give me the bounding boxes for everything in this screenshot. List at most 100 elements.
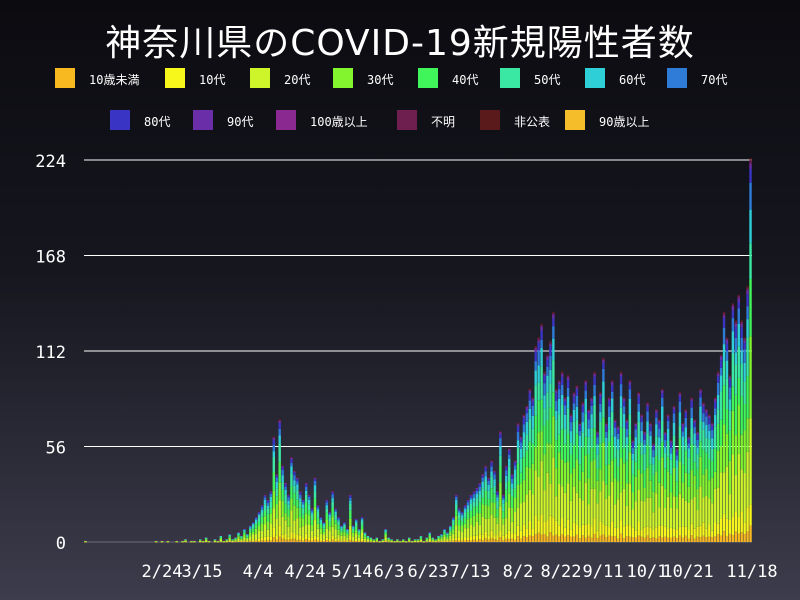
bar-segment (634, 426, 637, 430)
bar-segment (537, 400, 540, 433)
bar-segment (737, 377, 740, 406)
bar-segment (349, 535, 352, 540)
bar-segment (669, 441, 673, 443)
bar-segment (663, 468, 667, 489)
bar-segment (384, 537, 387, 541)
bar-segment (711, 429, 714, 439)
bar-segment (419, 539, 423, 542)
bar-segment (681, 423, 685, 425)
bar-segment (566, 396, 570, 409)
bar-segment (328, 513, 331, 515)
bar-segment (696, 536, 699, 542)
bar-segment (572, 486, 576, 523)
bar-segment (440, 535, 443, 537)
x-tick-label: 4/4 (243, 562, 274, 582)
bar-segment (652, 457, 655, 465)
bar-segment (722, 385, 726, 425)
bar-segment (546, 472, 549, 521)
bar-segment (716, 382, 720, 395)
legend-label: 非公表 (514, 115, 551, 129)
bar-segment (737, 533, 740, 542)
bar-segment (508, 480, 511, 494)
bar-segment (304, 490, 308, 495)
bar-segment (293, 485, 296, 494)
bar-segment (355, 521, 358, 523)
bar-segment (522, 414, 526, 416)
bar-segment (705, 452, 708, 469)
bar-segment (322, 539, 326, 542)
bar-segment (457, 508, 461, 511)
bar-segment (596, 503, 599, 531)
bar-segment (684, 408, 687, 410)
bar-segment (611, 536, 614, 542)
x-tick-label: 9/11 (583, 562, 624, 582)
bar-segment (631, 474, 635, 493)
bar-segment (702, 449, 705, 475)
bar-segment (634, 476, 637, 502)
bar-segment (714, 397, 717, 398)
bar-segment (304, 494, 308, 503)
bar-segment (669, 447, 673, 454)
bar-segment (260, 505, 264, 508)
bar-segment (655, 410, 658, 413)
bar-segment (731, 331, 735, 354)
bar-segment (625, 421, 629, 423)
bar-segment (299, 535, 302, 540)
bar-segment (734, 352, 738, 365)
bar-segment (266, 505, 270, 509)
bar-segment (749, 158, 752, 160)
bar-segment (637, 391, 640, 393)
bar-segment (313, 478, 317, 480)
bar-segment (466, 512, 470, 520)
bar-segment (669, 459, 673, 475)
bar-segment (687, 457, 690, 474)
bar-segment (349, 494, 352, 496)
bar-segment (213, 539, 217, 541)
bar-segment (363, 538, 367, 541)
bar-segment (711, 448, 714, 461)
bar-segment (646, 445, 649, 468)
bar-segment (269, 523, 273, 537)
bar-segment (640, 536, 643, 542)
bar-segment (543, 372, 546, 374)
bar-segment (737, 295, 740, 298)
bar-segment (460, 515, 464, 519)
bar-segment (714, 408, 717, 416)
bar-segment (622, 413, 626, 428)
bar-segment (634, 448, 637, 462)
bar-segment (640, 417, 643, 423)
bar-segment (625, 419, 629, 422)
bar-segment (481, 534, 484, 541)
legend-swatch (480, 110, 500, 130)
bar-segment (260, 512, 264, 517)
bar-segment (502, 535, 505, 541)
bar-segment (387, 540, 390, 542)
bar-segment (731, 303, 735, 305)
bar-segment (457, 510, 461, 513)
bar-segment (337, 518, 340, 521)
bar-segment (678, 438, 682, 462)
bar-segment (325, 537, 328, 541)
bar-segment (328, 522, 331, 527)
bar-segment (484, 491, 487, 505)
bar-segment (307, 515, 311, 525)
bar-segment (637, 411, 640, 422)
bar-segment (487, 535, 490, 540)
bar-segment (322, 531, 326, 535)
bar-segment (246, 540, 249, 542)
bar-segment (693, 462, 696, 476)
bar-segment (652, 445, 655, 451)
bar-segment (269, 540, 273, 542)
bar-segment (675, 455, 679, 461)
bar-segment (611, 521, 614, 537)
bar-segment (440, 534, 443, 535)
bar-segment (446, 537, 449, 540)
bar-segment (705, 416, 708, 426)
bar-segment (466, 519, 470, 529)
bar-segment (240, 536, 243, 538)
bar-segment (243, 537, 246, 541)
bar-segment (508, 458, 511, 467)
bar-segment (355, 518, 358, 520)
bar-segment (569, 473, 573, 501)
bar-segment (463, 507, 467, 510)
